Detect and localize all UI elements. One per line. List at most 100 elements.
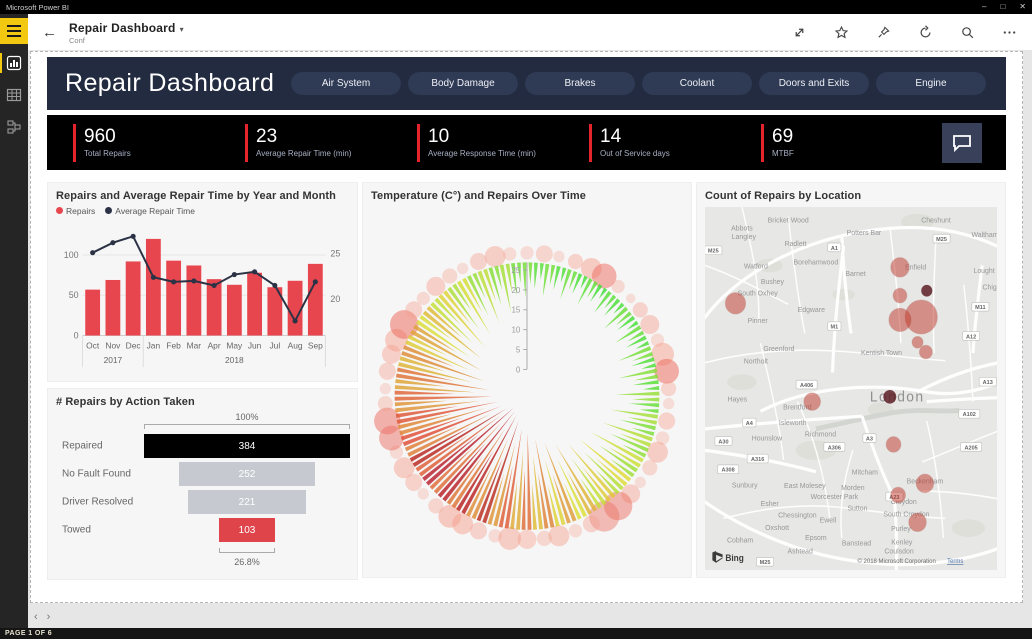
map-repair-bubble[interactable] [911,335,924,349]
search-icon[interactable] [959,24,976,41]
radial-temperature-chart[interactable]: 0 5 10 15 20 25 [371,207,683,570]
pin-icon[interactable] [875,24,892,41]
kpi-label: Average Response Time (min) [428,148,536,158]
temperature-spike [608,447,641,468]
bar-Mar[interactable] [186,265,202,336]
map-repair-bubble[interactable] [888,307,912,333]
bar-Dec[interactable] [125,261,141,336]
bar-Jul[interactable] [267,287,283,336]
line-point-Oct[interactable] [90,250,96,256]
chevron-down-icon[interactable]: ▾ [179,25,184,35]
kpi-mtbf: 69 MTBF [761,123,933,162]
sidebar-item-model-view[interactable] [0,114,28,140]
svg-text:A205: A205 [965,445,978,451]
kpi-band: 960 Total Repairs 23 Average Repair Time (m… [47,115,1006,170]
prev-page-button[interactable]: ‹ [34,611,38,623]
line-point-Sep[interactable] [312,279,318,285]
line-point-Jul[interactable] [272,282,278,289]
filter-button-body-damage[interactable]: Body Damage [408,72,518,95]
map-repair-bubble[interactable] [724,292,747,315]
repairs-bubble [654,358,679,384]
funnel-bar-no-fault-found[interactable]: 252 [179,462,315,486]
filter-button-doors-and-exits[interactable]: Doors and Exits [759,72,869,95]
sidebar-item-data-view[interactable] [0,82,28,108]
line-point-Dec[interactable] [130,233,136,239]
map-repair-bubble[interactable] [921,284,933,297]
temperature-spike [493,442,516,527]
bar-Sep[interactable] [307,263,323,336]
temperature-spike [531,483,538,530]
legend-dot [56,207,63,214]
filter-button-coolant[interactable]: Coolant [642,72,752,95]
next-page-button[interactable]: › [46,611,51,623]
legend-item-average-repair-time[interactable]: Average Repair Time [105,206,195,216]
map-repair-bubble[interactable] [890,486,906,504]
temperature-spike [618,346,652,362]
temperature-spike [437,442,486,498]
line-point-Feb[interactable] [171,279,177,285]
fullscreen-icon[interactable] [791,24,808,41]
map-place-label: Chig [982,284,996,292]
bar-Aug[interactable] [287,280,303,336]
line-point-Mar[interactable] [191,278,197,284]
filter-button-brakes[interactable]: Brakes [525,72,635,95]
map-repair-bubble[interactable] [803,392,821,411]
line-point-Jan[interactable] [150,274,156,280]
bar-Oct[interactable] [85,289,101,336]
sidebar-item-report-view[interactable] [0,50,28,76]
map-place-label: London [870,389,925,405]
line-point-Aug[interactable] [292,318,298,324]
kpi-value: 960 [84,126,116,148]
map-repair-bubble[interactable] [885,436,902,453]
svg-text:Feb: Feb [166,340,181,350]
map-repair-bubble[interactable] [892,287,908,304]
close-button[interactable]: ✕ [1019,2,1026,11]
combo-chart[interactable]: 0 50 100 20 25 Oct Nov Dec Jan Feb Mar Apr May Jun Jul… [56,219,350,377]
funnel-bar-repaired[interactable]: 384 [144,434,350,458]
minimize-button[interactable]: – [982,2,987,11]
temperature-spike [631,357,655,367]
more-options-icon[interactable] [1001,24,1018,41]
funnel-bar-towed[interactable]: 103 [219,518,275,542]
bar-Nov[interactable] [105,279,121,336]
legend-item-repairs[interactable]: Repairs [56,206,95,216]
line-point-Nov[interactable] [110,240,116,246]
terms-link[interactable]: Terms [947,558,963,565]
bar-Jan[interactable] [145,238,161,336]
report-page: Repair Dashboard Air System Body Damage Br… [30,51,1023,603]
favorite-star-icon[interactable] [833,24,850,41]
back-button[interactable]: ← [42,23,57,41]
line-point-May[interactable] [231,271,237,278]
report-title-block[interactable]: Repair Dashboard ▾ Conf [69,19,184,45]
repairs-bubble [417,488,429,500]
line-point-Jun[interactable] [252,269,258,275]
filter-button-air-system[interactable]: Air System [291,72,401,95]
map-repair-bubble[interactable] [883,389,897,404]
temperature-spike [415,435,469,472]
map-canvas[interactable]: Bricket Wood Abbots Langley Potters Bar Ches… [705,207,997,570]
maximize-button[interactable]: □ [1000,2,1006,11]
bar-Apr[interactable] [206,279,222,336]
funnel-row-repaired: Repaired 384 [56,434,350,458]
funnel-label: Driver Resolved [62,496,134,508]
temperature-spike [627,330,645,342]
line-average-repair-time[interactable] [92,235,317,324]
map-repair-bubble[interactable] [908,512,927,533]
bar-May[interactable] [226,284,242,336]
line-point-Apr[interactable] [211,282,217,289]
svg-text:Dec: Dec [126,340,141,350]
map-repair-bubble[interactable] [915,473,935,494]
comment-button[interactable] [942,122,982,163]
refresh-icon[interactable] [917,24,934,41]
map-repair-bubble[interactable] [918,344,933,360]
map-repair-bubble[interactable] [890,257,910,278]
bar-Jun[interactable] [247,272,263,336]
bar-Feb[interactable] [166,260,182,336]
temperature-spike [633,374,659,381]
filter-button-engine[interactable]: Engine [876,72,986,95]
funnel-bar-driver-resolved[interactable]: 221 [187,490,307,514]
temperature-spike [577,278,593,305]
menu-icon[interactable] [0,18,28,44]
temperature-spike [399,356,446,372]
temperature-spike [632,379,659,386]
